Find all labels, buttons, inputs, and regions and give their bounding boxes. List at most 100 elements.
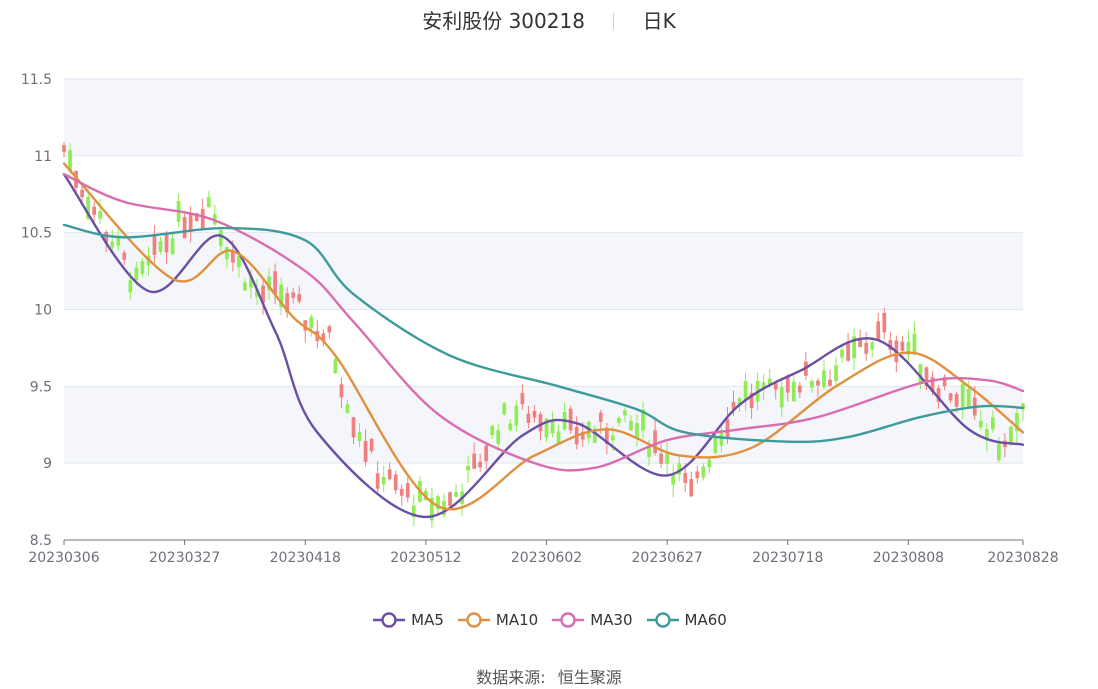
y-axis: 8.5 9 9.5 10 10.5 11 11.5 — [21, 72, 52, 549]
y-tick-label: 9.5 — [30, 379, 52, 395]
candle — [514, 400, 519, 432]
candle — [122, 249, 127, 266]
x-tick-label: 20230306 — [28, 550, 99, 566]
candle — [701, 463, 706, 481]
candle — [960, 378, 965, 419]
candle — [110, 230, 115, 251]
legend-marker-icon — [457, 612, 490, 628]
candle — [695, 465, 700, 484]
ma-line-ma30 — [62, 173, 1025, 472]
candlesticks — [62, 142, 1025, 529]
candle — [170, 233, 175, 256]
legend-item-ma30[interactable]: MA30 — [550, 611, 633, 629]
legend-marker-icon — [552, 612, 585, 628]
candle — [924, 366, 929, 390]
x-tick-label: 20230512 — [390, 550, 461, 566]
legend-label: MA5 — [411, 611, 444, 629]
y-tick-label: 8.5 — [30, 533, 52, 549]
candle — [779, 377, 784, 418]
candle — [243, 278, 247, 291]
title-separator — [613, 13, 615, 29]
candle — [327, 324, 332, 339]
y-tick-label: 10 — [34, 303, 52, 319]
candle — [303, 320, 308, 343]
candle — [321, 329, 326, 347]
candle — [948, 392, 953, 404]
candle — [158, 236, 163, 255]
candle — [1015, 406, 1019, 443]
candle — [532, 404, 537, 423]
candle — [978, 410, 983, 431]
candle — [749, 383, 754, 420]
candle — [267, 267, 271, 301]
candle — [291, 287, 296, 304]
candle — [490, 424, 495, 440]
legend-label: MA60 — [684, 611, 727, 629]
candle — [828, 369, 832, 387]
candle — [369, 437, 374, 454]
candle — [888, 331, 893, 357]
candle — [478, 453, 483, 473]
candle — [237, 254, 241, 278]
candle — [164, 230, 169, 265]
candle — [810, 378, 814, 393]
candle — [484, 443, 489, 470]
candle — [62, 142, 66, 158]
y-tick-label: 9 — [43, 456, 52, 472]
candle — [797, 381, 802, 398]
candle — [876, 313, 881, 342]
candle — [309, 314, 314, 337]
candle — [822, 359, 826, 390]
legend-item-ma10[interactable]: MA10 — [456, 611, 538, 629]
candle — [502, 402, 507, 416]
candle — [333, 355, 338, 374]
candle — [212, 204, 217, 227]
candle — [351, 416, 356, 445]
candle — [116, 229, 121, 251]
candle — [261, 279, 265, 315]
candle — [665, 442, 670, 476]
candle — [363, 429, 368, 467]
candle — [381, 465, 386, 493]
candle — [1021, 402, 1025, 421]
legend-item-ma60[interactable]: MA60 — [645, 611, 727, 629]
candle — [635, 414, 639, 447]
candle — [405, 475, 410, 503]
chart-title-name: 安利股份 300218 — [422, 9, 585, 33]
candle — [399, 484, 404, 506]
candle — [852, 328, 856, 371]
candle — [520, 383, 525, 410]
candle — [864, 332, 869, 361]
y-tick-label: 11.5 — [21, 72, 52, 88]
candle — [454, 484, 458, 498]
ma-line-ma5 — [62, 173, 1025, 519]
candle — [339, 377, 344, 409]
ma-line-ma10 — [62, 162, 1025, 511]
legend-item-ma5[interactable]: MA5 — [371, 611, 444, 629]
candle — [297, 285, 302, 304]
candle — [556, 424, 561, 445]
legend-marker-icon — [646, 612, 679, 628]
candle — [345, 399, 350, 414]
candle — [834, 357, 838, 387]
candle — [466, 455, 470, 483]
candle — [436, 494, 440, 516]
y-tick-label: 11 — [34, 149, 52, 165]
candle — [98, 198, 103, 225]
candle — [442, 493, 446, 518]
candle — [285, 287, 290, 318]
candle — [641, 401, 645, 440]
x-tick-label: 20230602 — [511, 550, 582, 566]
candle — [604, 422, 609, 455]
candle — [375, 461, 380, 493]
legend-label: MA10 — [495, 611, 539, 629]
candle — [411, 494, 416, 527]
candle — [448, 491, 452, 507]
candle — [206, 191, 211, 208]
candle — [273, 263, 277, 305]
plot-band — [64, 232, 1023, 310]
candle — [984, 422, 989, 452]
candle — [568, 405, 573, 435]
candle — [152, 225, 157, 263]
